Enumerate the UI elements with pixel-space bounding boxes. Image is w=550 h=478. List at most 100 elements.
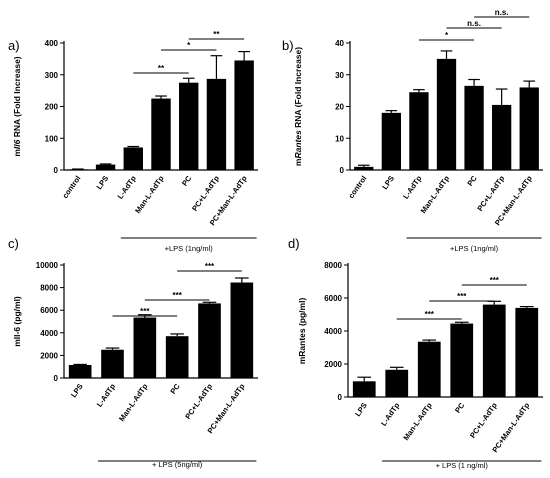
bar [417, 341, 441, 397]
bar [68, 169, 88, 170]
bar [491, 104, 512, 170]
panel-label: b) [282, 38, 294, 53]
y-tick-label: 10 [335, 134, 344, 143]
x-tick-label: L-AdTp [401, 174, 424, 201]
y-tick-label: 30 [335, 71, 344, 80]
y-tick-label: 2000 [40, 351, 58, 360]
y-tick-label: 10000 [36, 261, 59, 270]
x-tick-label: PC [180, 174, 194, 188]
footnote: +LPS (1ng/ml) [450, 244, 499, 253]
y-tick-label: 4000 [40, 329, 58, 338]
panel-label: a) [8, 38, 20, 53]
bar [133, 317, 157, 378]
y-tick-label: 100 [45, 134, 59, 143]
panel-c: c) 0 2000 4000 6000 8000 10000 mIl-6 (pg/ml) LPS… [8, 236, 258, 469]
x-tick-label: LPS [69, 382, 85, 399]
y-axis-label: mIl6 RNA (Fold Increase) [12, 56, 22, 156]
significance-label: * [445, 31, 449, 40]
significance-label: ** [213, 30, 220, 39]
x-tick-label: LPS [380, 174, 396, 191]
x-tick-label: PC [465, 174, 479, 188]
y-tick-label: 6000 [324, 294, 342, 303]
bar [464, 85, 484, 170]
x-tick-label: Man-L-AdTp [133, 174, 166, 215]
x-tick-label: Man-L-AdTp [401, 401, 434, 442]
y-axis-label-prefix: mRantes (pg/ml) [297, 298, 307, 365]
significance-label: *** [425, 310, 435, 319]
y-axis-label-gene: Il6 [12, 139, 22, 149]
y-axis-label: mIl-6 (pg/ml) [12, 296, 22, 347]
x-tick-label: Man-L-AdTp [419, 174, 452, 215]
panel-label: d) [288, 236, 300, 251]
bar [68, 365, 92, 378]
bar [234, 60, 254, 170]
y-axis-label: mRantes RNA (Fold Increase) [293, 47, 303, 166]
bar [519, 87, 539, 170]
bar [101, 349, 124, 378]
y-tick-label: 300 [45, 71, 59, 80]
significance-label: *** [490, 276, 500, 285]
y-tick-label: 400 [45, 39, 59, 48]
y-axis-label: mRantes (pg/ml) [297, 298, 307, 365]
bar [352, 381, 376, 397]
x-tick-label: L-AdTp [115, 174, 138, 201]
significance-label: n.s. [467, 19, 481, 28]
y-tick-label: 0 [338, 393, 343, 402]
bar [515, 307, 539, 397]
x-tick-label: LPS [353, 401, 369, 418]
footnote: + LPS (5ng/ml) [152, 460, 203, 469]
panel-a: a) 0 100 200 300 400 mIl6 RNA (Fold Increase) c… [8, 30, 258, 253]
y-axis-label-prefix: m [293, 158, 303, 166]
bar [206, 78, 227, 170]
significance-label: *** [205, 262, 215, 271]
x-tick-label: PC [453, 401, 467, 415]
bar [95, 164, 116, 170]
x-tick-label: PC+L-AdTp [468, 401, 499, 440]
x-tick-label: PC [168, 382, 182, 396]
y-tick-label: 0 [340, 166, 345, 175]
y-tick-label: 2000 [324, 360, 342, 369]
bar [198, 303, 221, 378]
significance-label: * [187, 41, 191, 50]
x-tick-label: PC+L-AdTp [475, 174, 506, 213]
panel-d: d) 0 2000 4000 6000 8000 mRantes (pg/ml) LPS L-A… [288, 236, 543, 470]
y-axis-label-gene: Rantes [293, 130, 303, 159]
bar [354, 166, 374, 170]
panel-label: c) [8, 236, 19, 251]
y-tick-label: 4000 [324, 327, 342, 336]
x-tick-label: control [61, 174, 83, 200]
y-tick-label: 40 [335, 39, 344, 48]
y-axis-label-prefix: mIl-6 (pg/ml) [12, 296, 22, 347]
significance-label: n.s. [495, 8, 509, 17]
bar [409, 92, 429, 170]
significance-label: *** [172, 291, 182, 300]
bar [123, 147, 143, 170]
x-tick-label: control [346, 174, 368, 200]
x-tick-label: Man-L-AdTp [117, 382, 150, 423]
y-tick-label: 20 [335, 103, 344, 112]
bar [385, 369, 409, 397]
y-tick-label: 0 [54, 374, 59, 383]
y-tick-label: 0 [54, 166, 59, 175]
y-axis-label-prefix: m [12, 149, 22, 157]
bar [151, 98, 171, 170]
x-tick-label: L-AdTp [379, 401, 402, 428]
x-tick-label: L-AdTp [95, 382, 118, 409]
bar [450, 323, 474, 397]
x-tick-label: LPS [94, 174, 110, 191]
bar [436, 58, 457, 170]
y-tick-label: 8000 [324, 261, 342, 270]
x-tick-label: PC+L-AdTp [183, 382, 214, 421]
footnote: +LPS (1ng/ml) [165, 244, 214, 253]
y-tick-label: 6000 [40, 306, 58, 315]
y-axis-label-suffix: RNA (Fold Increase) [293, 47, 303, 130]
bar [482, 304, 506, 397]
bar [230, 282, 254, 378]
significance-label: *** [457, 292, 467, 301]
significance-label: *** [140, 307, 150, 316]
y-tick-label: 8000 [40, 284, 58, 293]
significance-label: ** [158, 64, 165, 73]
bar [179, 82, 199, 170]
y-tick-label: 200 [45, 103, 59, 112]
